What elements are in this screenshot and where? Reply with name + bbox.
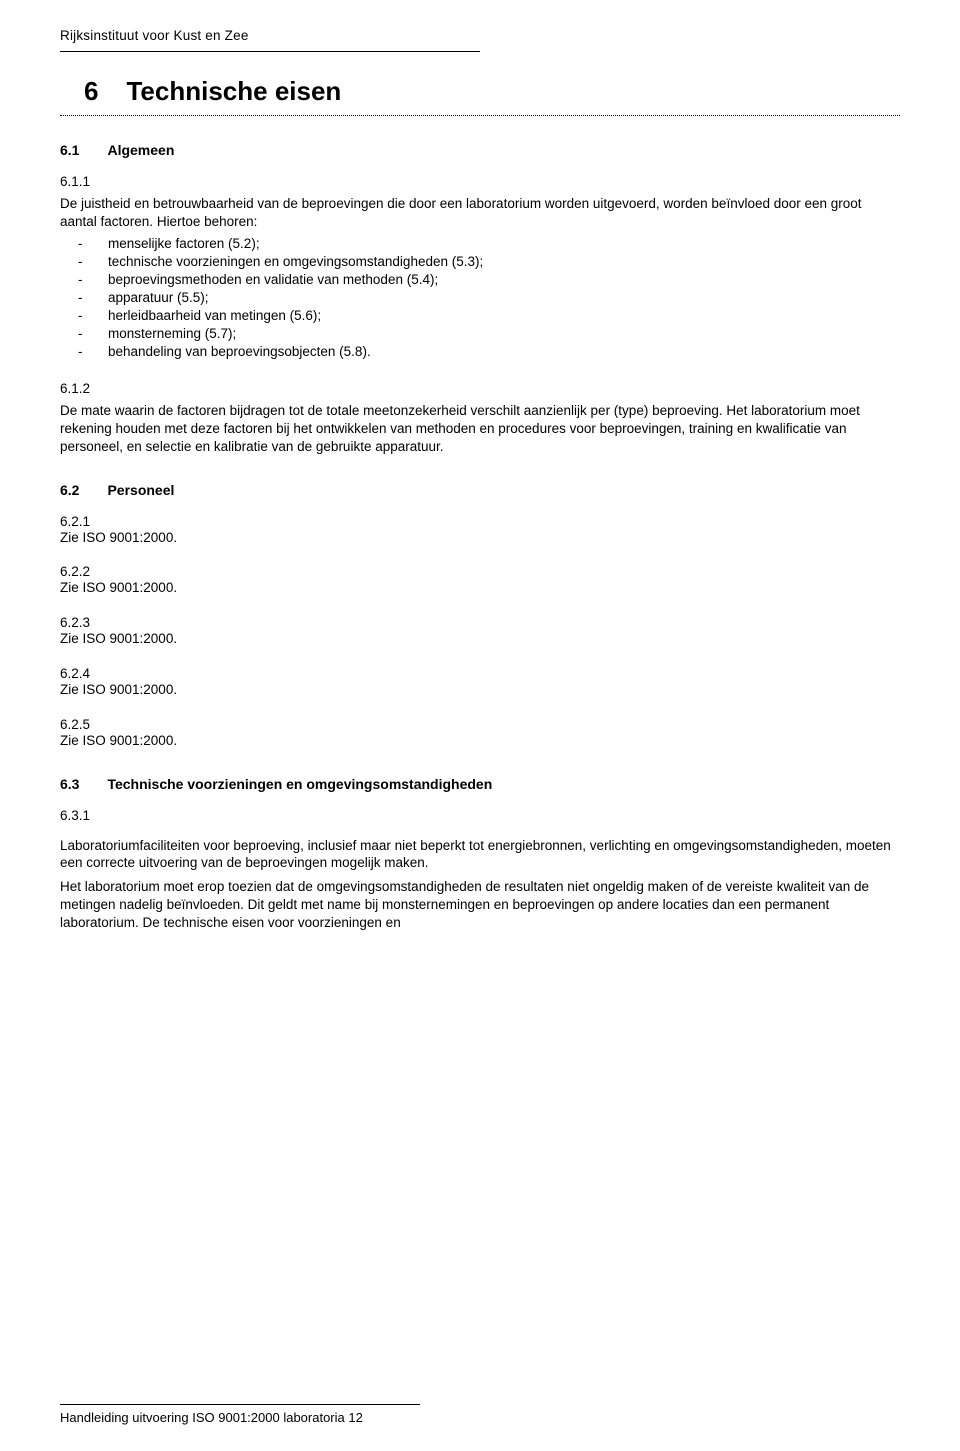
subsection-number: 6.1.1: [60, 174, 900, 189]
subsection-6-1-1: 6.1.1 De juistheid en betrouwbaarheid va…: [60, 174, 900, 361]
chapter-number: 6: [84, 76, 98, 107]
subsection-number: 6.1.2: [60, 381, 900, 396]
subsection-6-2-2: 6.2.2 Zie ISO 9001:2000.: [60, 564, 900, 597]
section-title: Technische voorzieningen en omgevingsoms…: [107, 776, 492, 792]
subsection-number: 6.2.3: [60, 615, 900, 630]
header-rule: [60, 51, 480, 52]
section-heading-6-1: 6.1 Algemeen: [60, 142, 900, 158]
subsection-number: 6.2.1: [60, 514, 900, 529]
reference-text: Zie ISO 9001:2000.: [60, 529, 900, 547]
subsection-number: 6.3.1: [60, 808, 900, 823]
subsection-6-3-1: 6.3.1 Laboratoriumfaciliteiten voor bepr…: [60, 808, 900, 932]
list-item: beproevingsmethoden en validatie van met…: [60, 271, 900, 289]
subsection-6-2-4: 6.2.4 Zie ISO 9001:2000.: [60, 666, 900, 699]
reference-text: Zie ISO 9001:2000.: [60, 579, 900, 597]
list-item: menselijke factoren (5.2);: [60, 235, 900, 253]
footer-text: Handleiding uitvoering ISO 9001:2000 lab…: [60, 1410, 363, 1425]
dotted-rule: [60, 115, 900, 116]
section-number: 6.2: [60, 482, 79, 498]
section-heading-6-2: 6.2 Personeel: [60, 482, 900, 498]
factor-list: menselijke factoren (5.2); technische vo…: [60, 235, 900, 362]
paragraph: Laboratoriumfaciliteiten voor beproeving…: [60, 837, 900, 873]
paragraph: De mate waarin de factoren bijdragen tot…: [60, 402, 900, 455]
reference-text: Zie ISO 9001:2000.: [60, 681, 900, 699]
list-item: herleidbaarheid van metingen (5.6);: [60, 307, 900, 325]
org-name: Rijksinstituut voor Kust en Zee: [60, 28, 900, 43]
subsection-number: 6.2.5: [60, 717, 900, 732]
section-title: Algemeen: [107, 142, 174, 158]
list-item: technische voorzieningen en omgevingsoms…: [60, 253, 900, 271]
page-footer: Handleiding uitvoering ISO 9001:2000 lab…: [60, 1404, 420, 1427]
reference-text: Zie ISO 9001:2000.: [60, 732, 900, 750]
section-title: Personeel: [107, 482, 174, 498]
subsection-number: 6.2.2: [60, 564, 900, 579]
chapter-title: Technische eisen: [126, 76, 341, 107]
document-page: Rijksinstituut voor Kust en Zee 6 Techni…: [0, 0, 960, 1451]
section-heading-6-3: 6.3 Technische voorzieningen en omgeving…: [60, 776, 900, 792]
page-number: 12: [348, 1410, 362, 1425]
footer-title: Handleiding uitvoering ISO 9001:2000 lab…: [60, 1410, 348, 1425]
reference-text: Zie ISO 9001:2000.: [60, 630, 900, 648]
section-number: 6.1: [60, 142, 79, 158]
subsection-6-2-1: 6.2.1 Zie ISO 9001:2000.: [60, 514, 900, 547]
paragraph: De juistheid en betrouwbaarheid van de b…: [60, 195, 900, 231]
list-item: behandeling van beproevingsobjecten (5.8…: [60, 343, 900, 361]
subsection-6-1-2: 6.1.2 De mate waarin de factoren bijdrag…: [60, 381, 900, 455]
chapter-heading: 6 Technische eisen: [84, 76, 900, 107]
subsection-number: 6.2.4: [60, 666, 900, 681]
footer-rule: [60, 1404, 420, 1405]
subsection-6-2-5: 6.2.5 Zie ISO 9001:2000.: [60, 717, 900, 750]
subsection-6-2-3: 6.2.3 Zie ISO 9001:2000.: [60, 615, 900, 648]
list-item: apparatuur (5.5);: [60, 289, 900, 307]
section-number: 6.3: [60, 776, 79, 792]
paragraph: Het laboratorium moet erop toezien dat d…: [60, 878, 900, 931]
list-item: monsterneming (5.7);: [60, 325, 900, 343]
